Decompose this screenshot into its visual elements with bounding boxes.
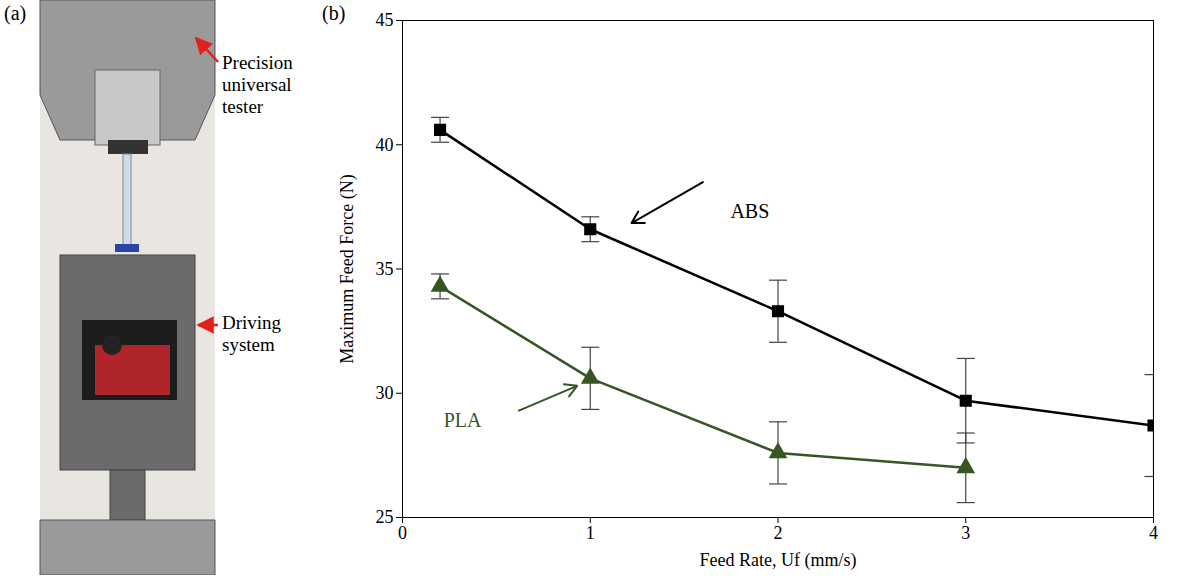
svg-text:25: 25: [376, 507, 394, 527]
svg-text:2: 2: [774, 523, 783, 543]
svg-text:1: 1: [586, 523, 595, 543]
svg-text:4: 4: [1149, 523, 1158, 543]
svg-text:45: 45: [376, 10, 394, 30]
html-text:(a): (a): [4, 2, 27, 24]
svg-text:PLA: PLA: [444, 409, 482, 431]
svg-text:40: 40: [376, 135, 394, 155]
svg-text:0: 0: [398, 523, 407, 543]
html-text:(b): (b): [322, 2, 346, 24]
svg-text:Feed Rate, Uf (mm/s): Feed Rate, Uf (mm/s): [700, 550, 857, 571]
svg-text:30: 30: [376, 383, 394, 403]
html-text:Driving system: Driving system: [222, 312, 282, 355]
svg-text:Maximum Feed Force (N): Maximum Feed Force (N): [337, 174, 358, 363]
svg-text:ABS: ABS: [730, 200, 769, 222]
svg-text:35: 35: [376, 259, 394, 279]
svg-text:3: 3: [961, 523, 970, 543]
html-text:Precision universal tester: Precision universal tester: [222, 52, 293, 117]
